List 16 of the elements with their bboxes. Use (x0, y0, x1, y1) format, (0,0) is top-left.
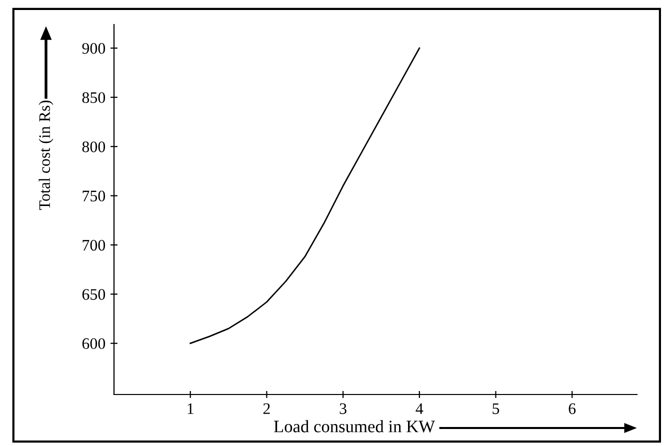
y-tick-label: 650 (82, 289, 106, 300)
y-tick-label: 600 (82, 338, 106, 350)
x-tick-label: 3 (340, 403, 346, 414)
y-tick-label: 800 (82, 141, 106, 152)
y-tick-label: 900 (82, 43, 106, 54)
x-axis-title: Load consumed in KW (274, 420, 435, 432)
y-axis-title: Total cost (in Rs) (38, 100, 54, 210)
line-series (190, 47, 420, 344)
x-tick-label: 6 (568, 403, 576, 414)
y-tick-label: 750 (82, 190, 106, 202)
y-tick-label: 850 (82, 92, 106, 104)
x-tick-label: 1 (188, 403, 194, 414)
x-tick-label: 5 (492, 403, 500, 414)
x-tick-label: 4 (416, 403, 424, 414)
x-tick-label: 2 (263, 403, 270, 414)
y-tick-label: 700 (82, 240, 106, 251)
